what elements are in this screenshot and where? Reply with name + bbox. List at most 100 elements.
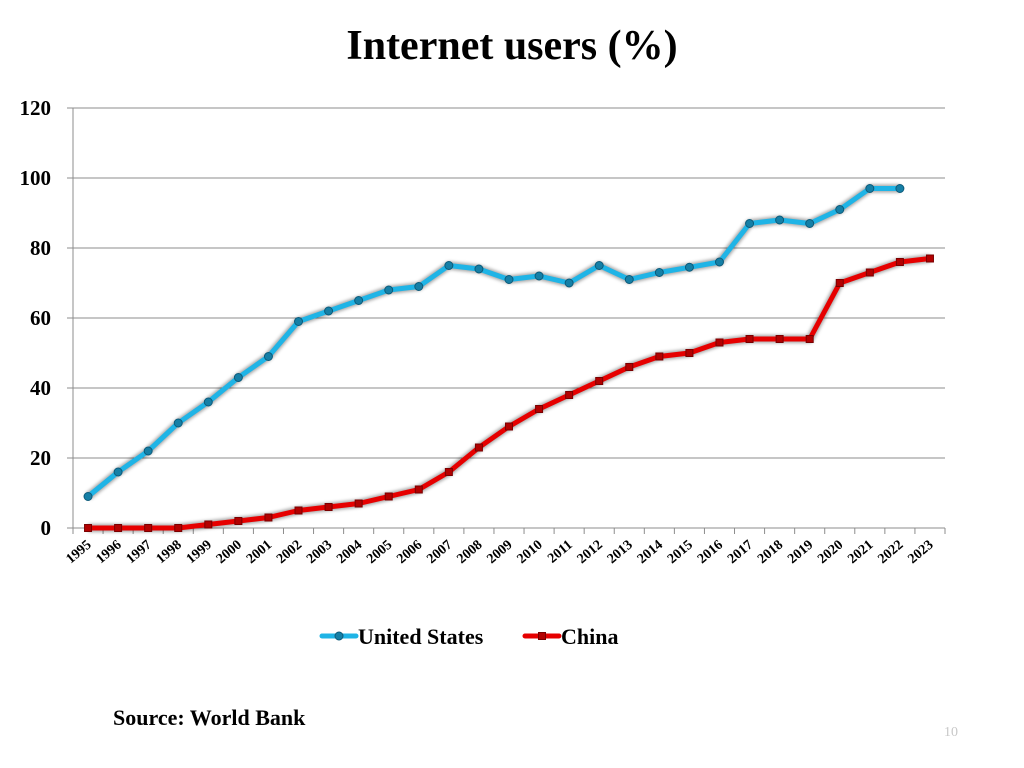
- legend-marker: [334, 631, 344, 641]
- data-point: [414, 282, 424, 291]
- data-point: [745, 219, 755, 228]
- x-tick-label: 2000: [214, 538, 245, 567]
- x-tick-label: 1995: [64, 538, 95, 567]
- y-tick-label: 60: [30, 306, 51, 330]
- data-point: [234, 517, 243, 525]
- data-point: [84, 524, 93, 532]
- data-point: [684, 262, 694, 272]
- y-tick-label: 80: [30, 236, 51, 260]
- x-tick-label: 2010: [515, 538, 546, 567]
- data-point: [174, 524, 183, 532]
- data-point: [144, 524, 153, 532]
- legend: United States China: [319, 624, 618, 649]
- data-point: [895, 258, 904, 266]
- data-point: [504, 275, 514, 284]
- gridlines: [73, 107, 945, 459]
- x-tick-label: 1998: [154, 538, 185, 567]
- data-point: [715, 338, 724, 347]
- x-tick-label: 2020: [815, 538, 846, 567]
- data-point: [384, 492, 393, 501]
- data-point: [204, 520, 213, 529]
- data-point: [294, 506, 303, 515]
- x-tick-label: 2015: [665, 538, 696, 567]
- x-tick-label: 2011: [545, 538, 576, 567]
- x-tick-label: 2013: [605, 538, 636, 567]
- data-series: [83, 184, 934, 532]
- x-tick-label: 2001: [244, 538, 275, 567]
- x-tick-label: 1997: [124, 538, 155, 567]
- data-point: [895, 184, 905, 193]
- x-tick-label: 2023: [905, 538, 936, 567]
- data-point: [624, 275, 634, 284]
- data-point: [324, 503, 333, 511]
- data-point: [233, 373, 243, 382]
- y-axis-ticks: 0 20 40 60 80 100 120: [20, 96, 52, 540]
- y-tick-label: 40: [30, 376, 51, 400]
- data-point: [203, 397, 213, 407]
- legend-item-china: China: [522, 624, 618, 649]
- data-point: [264, 513, 273, 522]
- data-point: [83, 492, 93, 501]
- x-tick-label: 2003: [304, 538, 335, 567]
- x-tick-label: 1999: [184, 538, 215, 567]
- data-point: [505, 422, 513, 431]
- data-point: [925, 254, 934, 263]
- data-point: [805, 219, 815, 228]
- data-point: [564, 278, 574, 288]
- data-point: [865, 184, 875, 193]
- x-tick-label: 2005: [364, 538, 395, 567]
- data-point: [654, 268, 664, 277]
- chart-title: Internet users (%): [346, 23, 678, 69]
- data-point: [685, 349, 694, 357]
- data-point: [384, 285, 394, 295]
- y-tick-label: 0: [41, 516, 52, 540]
- data-point: [835, 279, 844, 287]
- series-china: [84, 254, 934, 532]
- page-number: 10: [944, 725, 958, 740]
- data-point: [354, 296, 364, 305]
- data-point: [113, 467, 123, 477]
- data-point: [263, 352, 273, 361]
- x-tick-label: 2007: [424, 538, 455, 567]
- data-point: [474, 264, 484, 274]
- x-axis-ticks: 1995199619971998199920002001200220032004…: [64, 538, 937, 567]
- legend-item-united-states: United States: [319, 624, 484, 649]
- data-point: [143, 446, 153, 456]
- x-tick-label: 2016: [695, 538, 726, 567]
- x-tick-label: 1996: [94, 538, 125, 567]
- x-tick-label: 2004: [334, 538, 365, 567]
- legend-label: China: [561, 624, 618, 649]
- data-point: [594, 261, 604, 270]
- data-point: [805, 335, 814, 343]
- x-tick-label: 2014: [635, 538, 666, 567]
- data-point: [474, 443, 483, 452]
- data-point: [865, 268, 874, 277]
- source-note: Source: World Bank: [113, 705, 306, 730]
- data-point: [775, 335, 784, 343]
- x-tick-label: 2008: [454, 538, 485, 567]
- data-point: [294, 317, 304, 326]
- data-point: [444, 261, 454, 270]
- x-tick-label: 2018: [755, 538, 786, 567]
- data-point: [714, 257, 724, 267]
- legend-label: United States: [358, 624, 484, 649]
- x-tick-label: 2002: [274, 538, 305, 567]
- data-point: [414, 485, 423, 494]
- x-tick-label: 2017: [725, 538, 756, 567]
- data-point: [114, 524, 123, 532]
- data-point: [625, 363, 634, 371]
- data-point: [745, 335, 754, 343]
- y-tick-label: 100: [20, 166, 52, 190]
- data-point: [534, 271, 544, 281]
- data-point: [775, 215, 785, 225]
- data-point: [655, 352, 664, 361]
- data-point: [354, 499, 363, 508]
- data-point: [565, 391, 574, 399]
- legend-marker: [538, 632, 546, 640]
- data-point: [835, 205, 845, 214]
- series-united-states: [83, 184, 905, 501]
- x-tick-label: 2012: [575, 538, 606, 567]
- data-point: [595, 377, 604, 385]
- y-tick-label: 20: [30, 446, 51, 470]
